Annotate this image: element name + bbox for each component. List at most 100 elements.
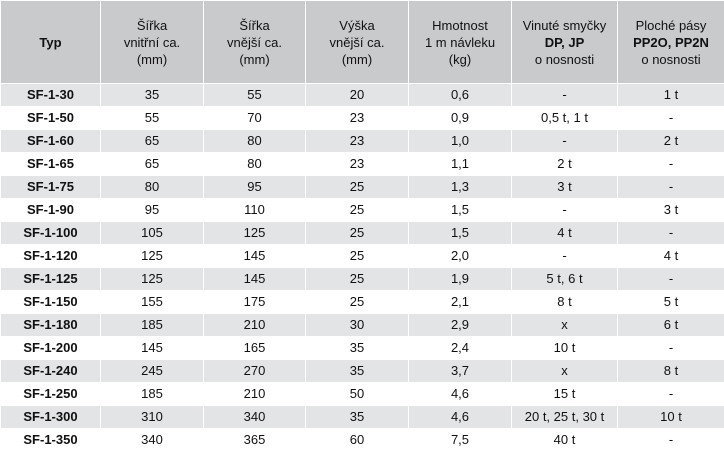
table-row: SF-1-100 105 125 25 1,5 4 t- (0, 221, 724, 245)
table-row: SF-1-240 245 270 35 3,7 x 8 t (0, 359, 724, 383)
cell-sirka-vnitrni: 65 (100, 129, 204, 153)
cell-vyska-vnejsi: 25 (305, 175, 409, 199)
header-hmotnost-line2: 1 m návleku (424, 34, 496, 50)
cell-sirka-vnejsi: 270 (203, 359, 306, 383)
cell-hmotnost: 2,0 (408, 244, 512, 268)
cell-vinute-smycky: x (511, 359, 618, 383)
cell-vinute-smycky: 40 t (511, 428, 618, 452)
cell-typ: SF-1-30 (0, 83, 101, 107)
cell-vinute-smycky: 10 t (511, 336, 618, 360)
cell-typ: SF-1-90 (0, 198, 101, 222)
cell-hmotnost: 4,6 (408, 405, 512, 429)
header-ploche-line1: Ploché pásy (635, 17, 707, 33)
header-sirka-vnejsi-line3: (mm) (239, 51, 270, 67)
cell-hmotnost: 0,6 (408, 83, 512, 107)
cell-ploche-pasy: 6 t (617, 313, 724, 337)
cell-sirka-vnitrni: 185 (100, 313, 204, 337)
cell-sirka-vnitrni: 80 (100, 175, 204, 199)
cell-vyska-vnejsi: 25 (305, 290, 409, 314)
cell-sirka-vnejsi: 70 (203, 106, 306, 130)
cell-sirka-vnitrni: 125 (100, 244, 204, 268)
header-hmotnost: Hmotnost 1 m návleku (kg) (408, 0, 512, 84)
table-row: SF-1-200 145 165 35 2,4 10 t- (0, 336, 724, 360)
cell-vyska-vnejsi: 25 (305, 221, 409, 245)
cell-hmotnost: 0,9 (408, 106, 512, 130)
cell-ploche-pasy: - (617, 221, 724, 245)
cell-vyska-vnejsi: 35 (305, 336, 409, 360)
cell-sirka-vnejsi: 55 (203, 83, 306, 107)
cell-vinute-smycky: 0,5 t, 1 t (511, 106, 618, 130)
cell-ploche-pasy: - (617, 106, 724, 130)
cell-typ: SF-1-75 (0, 175, 101, 199)
cell-typ: SF-1-300 (0, 405, 101, 429)
cell-sirka-vnejsi: 145 (203, 267, 306, 291)
cell-sirka-vnitrni: 155 (100, 290, 204, 314)
cell-sirka-vnejsi: 340 (203, 405, 306, 429)
cell-ploche-pasy: - (617, 382, 724, 406)
cell-vinute-smycky: 20 t, 25 t, 30 t (511, 405, 618, 429)
table-row: SF-1-50 55 70 23 0,9 0,5 t, 1 t- (0, 106, 724, 130)
cell-sirka-vnitrni: 65 (100, 152, 204, 176)
cell-hmotnost: 1,3 (408, 175, 512, 199)
cell-typ: SF-1-50 (0, 106, 101, 130)
cell-typ: SF-1-240 (0, 359, 101, 383)
cell-hmotnost: 1,1 (408, 152, 512, 176)
table-row: SF-1-350 340 365 60 7,5 40 t- (0, 428, 724, 452)
cell-vinute-smycky: - (511, 83, 618, 107)
cell-sirka-vnitrni: 105 (100, 221, 204, 245)
cell-vinute-smycky: 5 t, 6 t (511, 267, 618, 291)
cell-vyska-vnejsi: 25 (305, 198, 409, 222)
cell-ploche-pasy: 10 t (617, 405, 724, 429)
header-hmotnost-line1: Hmotnost (432, 17, 488, 33)
cell-ploche-pasy: - (617, 428, 724, 452)
cell-sirka-vnejsi: 110 (203, 198, 306, 222)
cell-vyska-vnejsi: 50 (305, 382, 409, 406)
cell-vyska-vnejsi: 25 (305, 244, 409, 268)
cell-sirka-vnitrni: 185 (100, 382, 204, 406)
cell-vinute-smycky: 8 t (511, 290, 618, 314)
cell-vinute-smycky: 4 t (511, 221, 618, 245)
cell-hmotnost: 1,0 (408, 129, 512, 153)
cell-hmotnost: 3,7 (408, 359, 512, 383)
cell-hmotnost: 1,5 (408, 198, 512, 222)
cell-typ: SF-1-65 (0, 152, 101, 176)
cell-vyska-vnejsi: 35 (305, 405, 409, 429)
cell-vinute-smycky: 2 t (511, 152, 618, 176)
cell-ploche-pasy: - (617, 175, 724, 199)
table-header-row: Typ Šířka vnitřní ca. (mm) Šířka vnější … (0, 0, 724, 84)
cell-vinute-smycky: 3 t (511, 175, 618, 199)
cell-vyska-vnejsi: 23 (305, 129, 409, 153)
header-sirka-vnejsi-line1: Šířka (239, 17, 270, 33)
header-vyska-vnejsi-line1: Výška (339, 17, 375, 33)
cell-vyska-vnejsi: 30 (305, 313, 409, 337)
header-vinute-line1: Vinuté smyčky (522, 17, 607, 33)
cell-hmotnost: 1,5 (408, 221, 512, 245)
cell-sirka-vnitrni: 310 (100, 405, 204, 429)
cell-sirka-vnitrni: 35 (100, 83, 204, 107)
cell-hmotnost: 4,6 (408, 382, 512, 406)
cell-sirka-vnejsi: 95 (203, 175, 306, 199)
header-sirka-vnitrni-line3: (mm) (136, 51, 168, 67)
cell-ploche-pasy: - (617, 152, 724, 176)
cell-vinute-smycky: - (511, 129, 618, 153)
cell-sirka-vnejsi: 125 (203, 221, 306, 245)
cell-sirka-vnitrni: 125 (100, 267, 204, 291)
header-hmotnost-line3: (kg) (448, 51, 472, 67)
table-row: SF-1-75 80 95 25 1,3 3 t- (0, 175, 724, 199)
cell-typ: SF-1-100 (0, 221, 101, 245)
cell-hmotnost: 7,5 (408, 428, 512, 452)
cell-sirka-vnitrni: 55 (100, 106, 204, 130)
cell-sirka-vnitrni: 245 (100, 359, 204, 383)
cell-sirka-vnejsi: 165 (203, 336, 306, 360)
cell-vyska-vnejsi: 35 (305, 359, 409, 383)
cell-typ: SF-1-60 (0, 129, 101, 153)
cell-ploche-pasy: 8 t (617, 359, 724, 383)
header-vyska-vnejsi: Výška vnější ca. (mm) (305, 0, 409, 84)
cell-hmotnost: 2,1 (408, 290, 512, 314)
table-row: SF-1-90 95 110 25 1,5-3 t (0, 198, 724, 222)
cell-typ: SF-1-120 (0, 244, 101, 268)
cell-vyska-vnejsi: 23 (305, 106, 409, 130)
cell-vyska-vnejsi: 60 (305, 428, 409, 452)
header-typ: Typ (0, 0, 101, 84)
